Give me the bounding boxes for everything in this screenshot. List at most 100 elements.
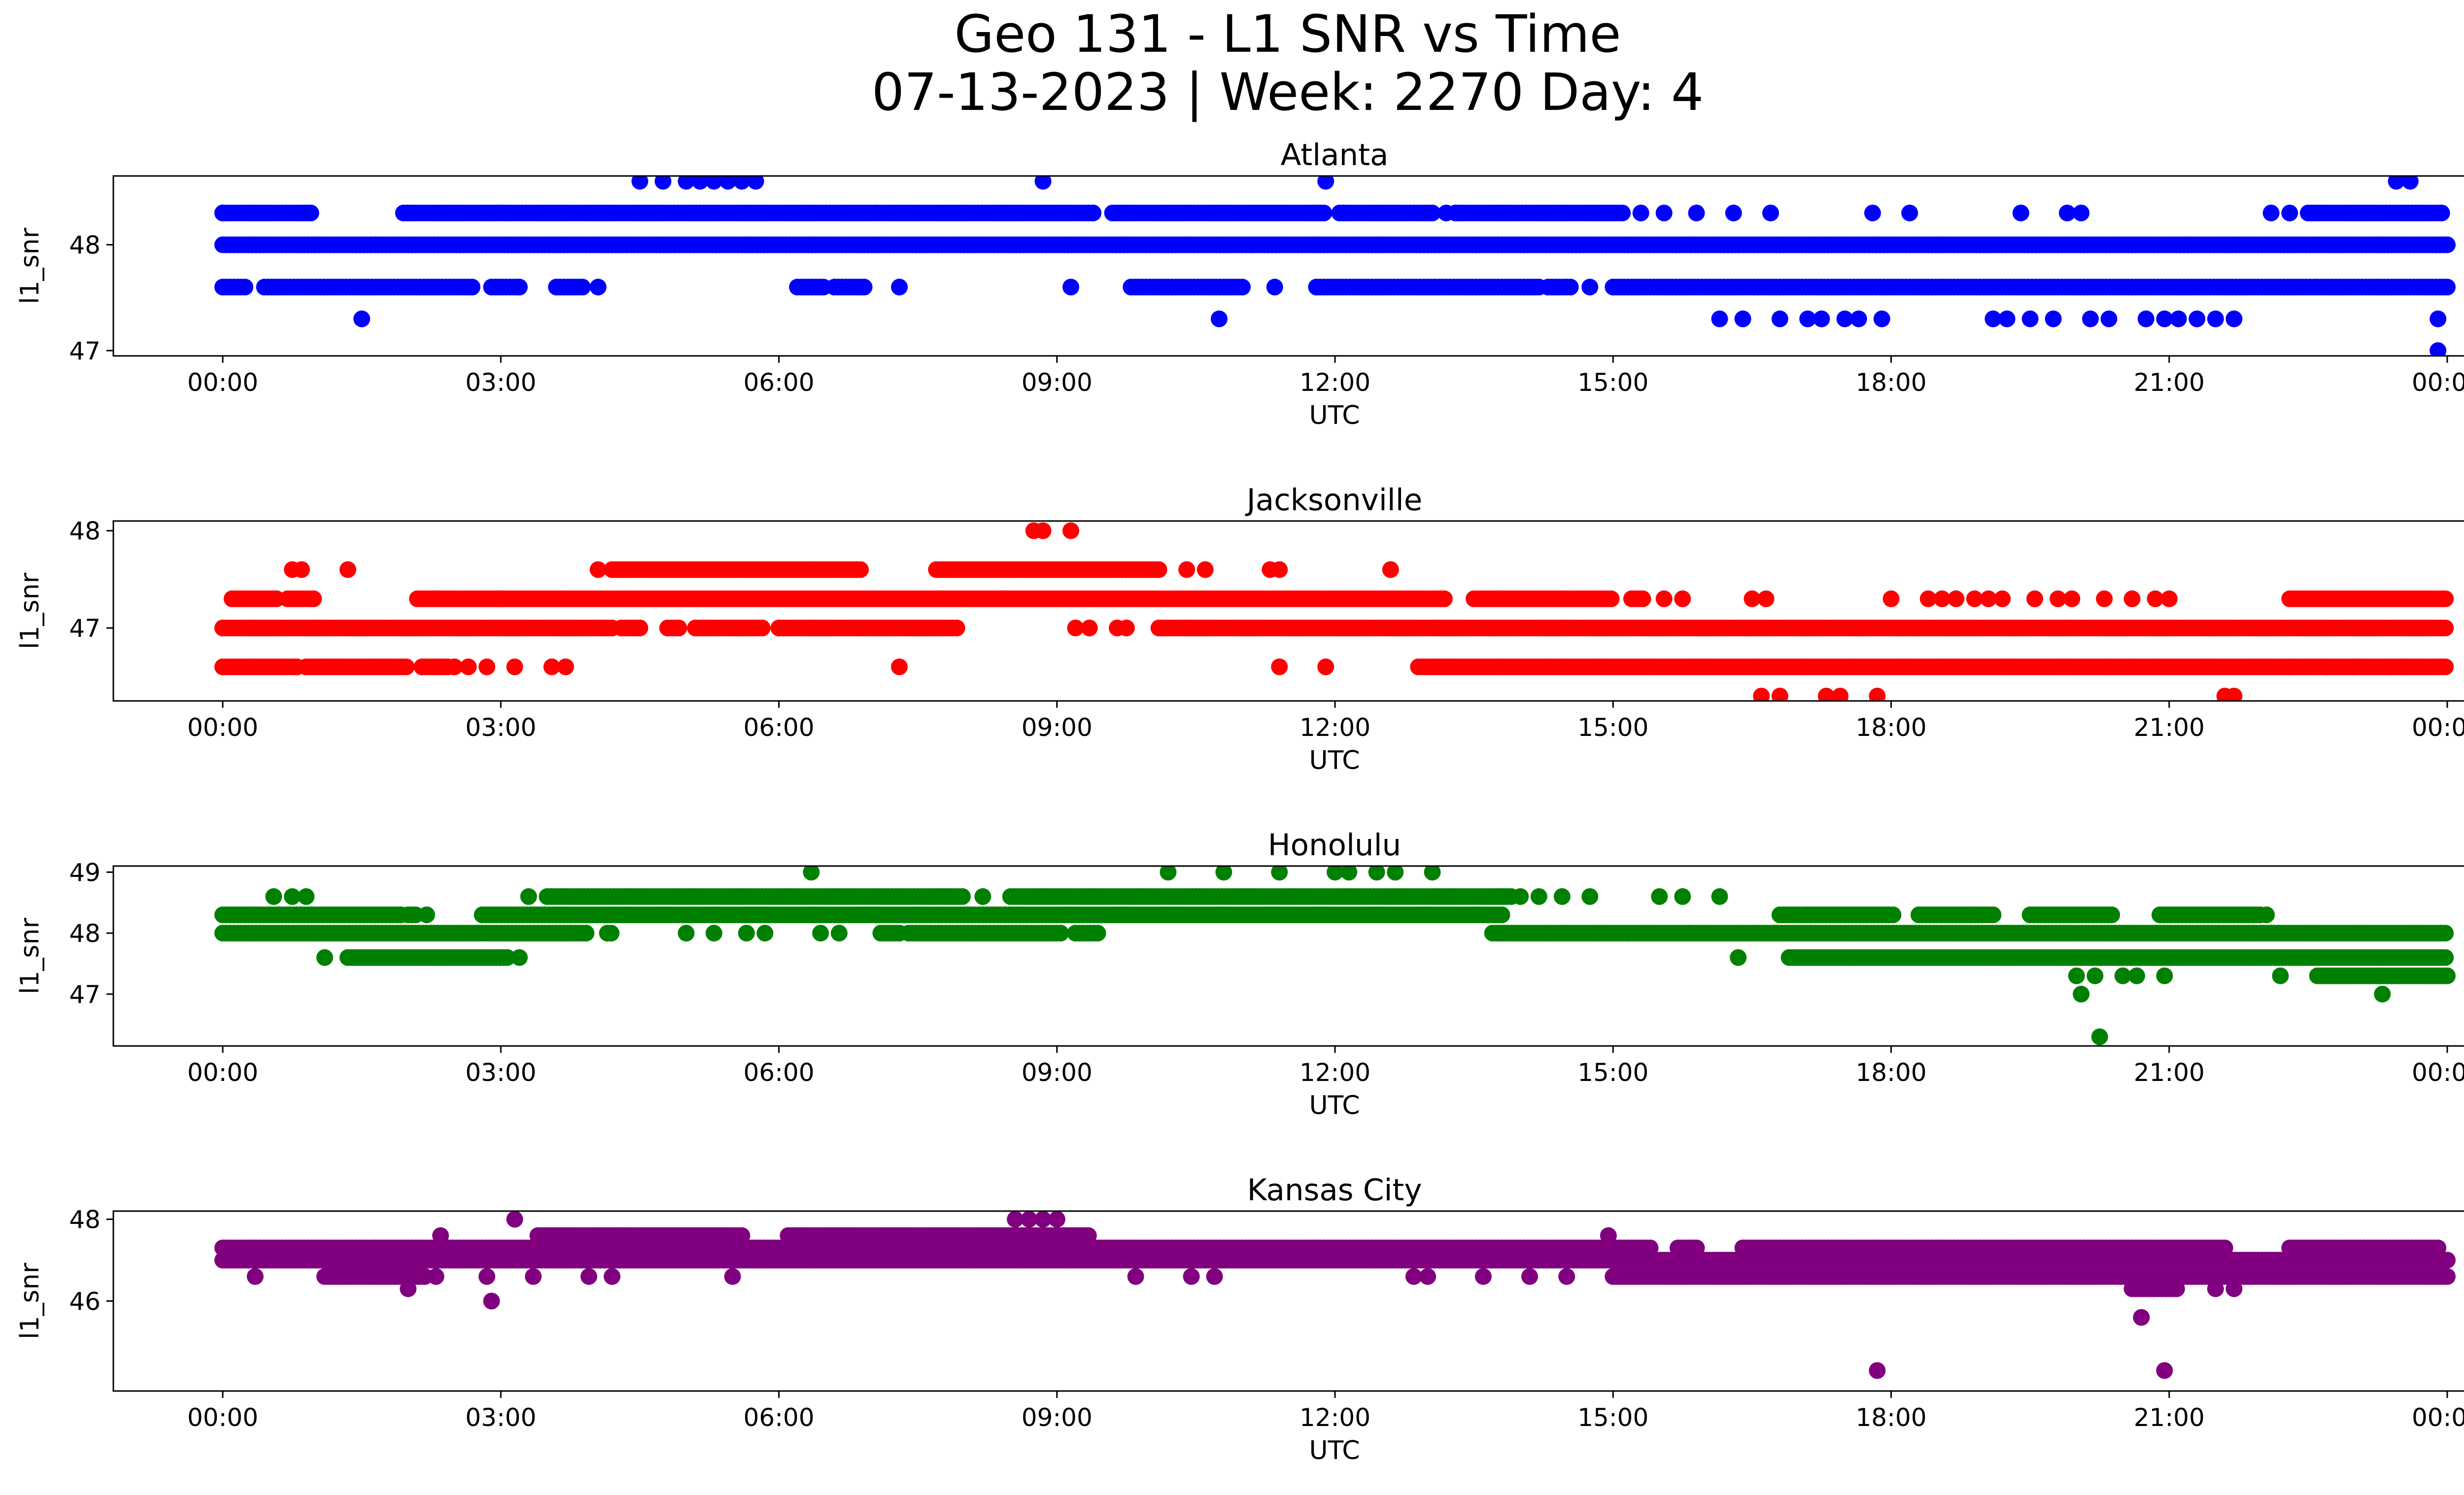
data-point: [891, 658, 908, 675]
data-point: [2156, 967, 2173, 984]
x-tick-label: 00:00: [187, 713, 258, 742]
data-point: [1711, 310, 1728, 327]
data-point: [1271, 866, 1288, 881]
subplot-title: Atlanta: [1281, 138, 1389, 173]
x-tick-label: 03:00: [465, 368, 536, 397]
data-point: [738, 925, 755, 942]
data-point: [2189, 310, 2206, 327]
data-point: [1562, 278, 1579, 296]
data-point: [678, 925, 695, 942]
data-point: [1067, 620, 1084, 636]
data-point: [463, 278, 480, 296]
data-point: [974, 888, 992, 905]
data-point: [1266, 278, 1283, 296]
data-point: [511, 949, 528, 966]
x-tick-label: 12:00: [1300, 1058, 1370, 1087]
data-point: [1832, 688, 1849, 701]
data-point: [1655, 205, 1673, 222]
data-point: [2207, 310, 2224, 327]
data-point: [2073, 985, 2090, 1003]
data-point: [705, 176, 722, 190]
data-point: [1730, 949, 1747, 966]
data-point: [2068, 967, 2085, 984]
data-point: [1744, 590, 1761, 607]
data-point: [1437, 205, 1455, 222]
data-point: [2437, 949, 2454, 966]
data-point: [1436, 590, 1453, 607]
data-point: [339, 561, 356, 578]
data-point: [1062, 278, 1079, 296]
data-point: [557, 658, 574, 675]
data-point: [284, 888, 301, 905]
data-point: [1317, 176, 1335, 190]
data-point: [2281, 205, 2298, 222]
scatter-series: [214, 176, 2456, 356]
y-tick-label: 48: [69, 231, 101, 260]
data-point: [1085, 205, 1102, 222]
data-point: [265, 888, 282, 905]
x-axis-label: UTC: [1309, 746, 1360, 775]
data-point: [1052, 925, 1069, 942]
data-point: [353, 310, 371, 327]
data-point: [1651, 888, 1668, 905]
x-tick-label: 06:00: [743, 713, 814, 742]
data-point: [1315, 205, 1333, 222]
figure-title-line2: 07-13-2023 | Week: 2270 Day: 4: [871, 62, 1704, 122]
scatter-series: [214, 1211, 2456, 1379]
scatter-series: [214, 866, 2456, 1045]
x-tick-label: 15:00: [1577, 1058, 1648, 1087]
data-point: [446, 658, 463, 675]
data-point: [2383, 658, 2400, 675]
data-point: [654, 176, 672, 190]
data-point: [237, 278, 254, 296]
data-point: [2262, 205, 2280, 222]
y-tick-label: 48: [69, 919, 101, 948]
data-point: [1233, 278, 1251, 296]
y-tick-label: 47: [69, 337, 101, 365]
x-tick-label: 03:00: [465, 1058, 536, 1087]
y-axis-label: l1_snr: [15, 227, 45, 304]
data-point: [1873, 310, 1890, 327]
data-point: [2114, 967, 2131, 984]
data-point: [293, 561, 310, 578]
data-point: [302, 205, 319, 222]
data-point: [1753, 688, 1770, 701]
x-tick-label: 09:00: [1022, 1058, 1093, 1087]
data-point: [1674, 888, 1691, 905]
data-point: [398, 658, 415, 675]
data-point: [2045, 310, 2062, 327]
data-point: [1655, 590, 1673, 607]
data-point: [499, 949, 516, 966]
data-point: [1985, 310, 2002, 327]
data-point: [1725, 205, 1742, 222]
x-tick-label: 18:00: [1855, 713, 1926, 742]
data-point: [1327, 866, 1343, 881]
data-point: [2437, 925, 2454, 942]
x-tick-label: 06:00: [743, 368, 814, 397]
data-point: [2050, 590, 2067, 607]
data-point: [298, 888, 315, 905]
data-point: [1813, 310, 1830, 327]
x-tick-label: 15:00: [1577, 713, 1648, 742]
data-point: [1081, 620, 1098, 636]
data-point: [2170, 310, 2187, 327]
data-point: [1530, 888, 1547, 905]
data-point: [1581, 888, 1599, 905]
data-point: [1382, 561, 1399, 578]
data-point: [1387, 866, 1404, 881]
data-point: [1603, 590, 1620, 607]
data-point: [511, 278, 528, 296]
data-point: [830, 925, 848, 942]
data-point: [812, 925, 829, 942]
data-point: [2397, 658, 2414, 675]
data-point: [2063, 590, 2081, 607]
data-point: [1150, 561, 1167, 578]
data-point: [2374, 985, 2391, 1003]
x-tick-label: 12:00: [1300, 713, 1370, 742]
data-point: [1368, 866, 1385, 881]
data-point: [603, 925, 620, 942]
data-point: [1998, 310, 2016, 327]
data-point: [2439, 236, 2456, 253]
